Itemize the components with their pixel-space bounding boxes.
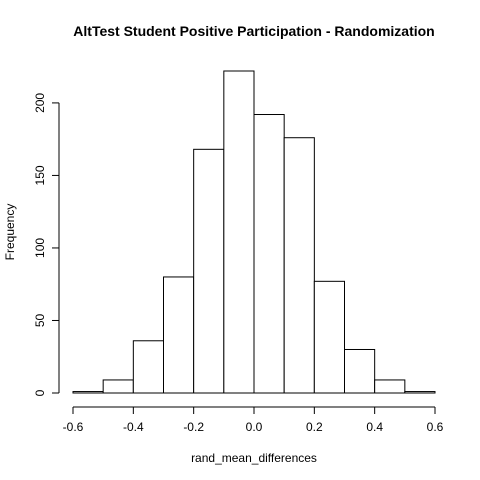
x-tick-label-6: 0.6 [427, 420, 444, 434]
y-tick-label-2: 100 [33, 238, 47, 258]
x-tick-label-2: -0.2 [183, 420, 204, 434]
x-axis-label: rand_mean_differences [191, 451, 317, 465]
x-tick-label-0: -0.6 [63, 420, 84, 434]
histogram-bar-1 [102, 379, 134, 394]
histogram-bar-0 [72, 391, 104, 394]
histogram-bar-3 [163, 276, 195, 394]
histogram-bar-2 [132, 340, 165, 394]
histogram-bar-10 [374, 379, 406, 394]
chart-title: AltTest Student Positive Participation -… [73, 23, 434, 39]
histogram-bar-5 [223, 70, 255, 394]
x-tick-label-5: 0.4 [366, 420, 383, 434]
y-axis-label: Frequency [3, 204, 17, 261]
histogram-bar-9 [344, 348, 376, 394]
y-tick-label-1: 50 [33, 313, 47, 327]
x-tick-label-4: 0.2 [306, 420, 323, 434]
histogram-bar-6 [253, 114, 285, 394]
histogram-bar-8 [313, 280, 345, 394]
y-tick-label-3: 150 [33, 165, 47, 185]
y-tick-label-4: 200 [33, 93, 47, 113]
histogram-bar-7 [283, 137, 315, 394]
y-axis: 0 50 100 150 200 [33, 93, 60, 396]
x-tick-label-3: 0.0 [246, 420, 263, 434]
histogram-bar-4 [193, 148, 225, 394]
y-tick-label-0: 0 [33, 389, 47, 396]
x-axis: -0.6 -0.4 -0.2 0.0 0.2 0.4 0.6 [63, 406, 444, 434]
x-tick-label-1: -0.4 [123, 420, 144, 434]
histogram-bars [72, 70, 436, 394]
histogram-bar-11 [404, 391, 436, 394]
